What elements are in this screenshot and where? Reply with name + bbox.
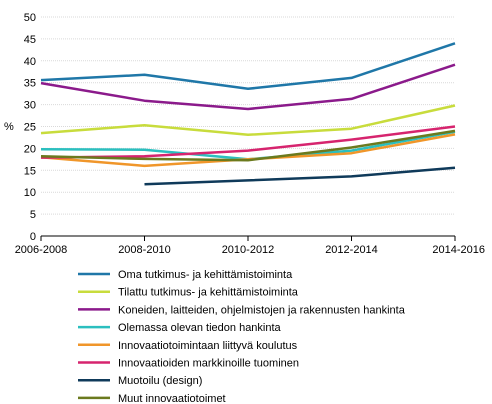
x-axis: 2006-2008 2008-2010 2010-2012 2012-2014 2014… bbox=[15, 235, 485, 256]
legend-item: Muotoilu (design) bbox=[78, 375, 202, 387]
series-line-6 bbox=[40, 125, 456, 159]
x-tick-label: 2006-2008 bbox=[15, 244, 68, 256]
y-tick-label: 35 bbox=[24, 78, 36, 90]
legend-label: Olemassa olevan tiedon hankinta bbox=[118, 322, 282, 334]
series-lines bbox=[40, 42, 456, 186]
legend-label: Koneiden, laitteiden, ohjelmistojen ja r… bbox=[118, 304, 406, 316]
legend-label: Innovaatiotoimintaan liittyvä koulutus bbox=[118, 340, 298, 352]
legend-label: Muut innovaatiotoimet bbox=[118, 393, 226, 404]
legend-item: Olemassa olevan tiedon hankinta bbox=[78, 322, 282, 334]
legend-label: Muotoilu (design) bbox=[118, 375, 202, 387]
gridlines bbox=[41, 16, 455, 215]
y-axis-label: % bbox=[4, 121, 14, 133]
y-tick-label: 45 bbox=[24, 34, 36, 46]
y-tick-label: 20 bbox=[24, 143, 36, 155]
y-tick-label: 0 bbox=[30, 231, 36, 243]
y-tick-labels: 0 5 10 15 20 25 30 35 40 45 50 bbox=[24, 12, 36, 243]
legend-item: Oma tutkimus- ja kehittämistoiminta bbox=[78, 269, 293, 281]
y-tick-label: 5 bbox=[30, 209, 36, 221]
series-line-7 bbox=[144, 166, 456, 186]
series-line-3 bbox=[40, 63, 456, 111]
series-line-2 bbox=[40, 104, 456, 137]
legend-label: Oma tutkimus- ja kehittämistoiminta bbox=[118, 269, 293, 281]
x-tick-label: 2008-2010 bbox=[118, 244, 171, 256]
x-tick-label: 2012-2014 bbox=[325, 244, 378, 256]
legend-item: Innovaatiotoimintaan liittyvä koulutus bbox=[78, 340, 298, 352]
y-tick-label: 10 bbox=[24, 187, 36, 199]
legend-item: Koneiden, laitteiden, ohjelmistojen ja r… bbox=[78, 304, 406, 316]
x-tick-label: 2014-2016 bbox=[432, 244, 485, 256]
legend-label: Tilattu tutkimus- ja kehittämistoiminta bbox=[118, 287, 299, 299]
y-tick-label: 40 bbox=[24, 56, 36, 68]
legend-item: Tilattu tutkimus- ja kehittämistoiminta bbox=[78, 287, 299, 299]
legend: Oma tutkimus- ja kehittämistoiminta Tilat… bbox=[78, 269, 406, 404]
legend-item: Innovaatioiden markkinoille tuominen bbox=[78, 358, 299, 370]
legend-item: Muut innovaatiotoimet bbox=[78, 393, 226, 404]
x-tick-label: 2010-2012 bbox=[222, 244, 275, 256]
y-tick-label: 15 bbox=[24, 165, 36, 177]
y-tick-label: 25 bbox=[24, 122, 36, 134]
y-tick-label: 50 bbox=[24, 12, 36, 24]
series-line-1 bbox=[40, 42, 456, 91]
legend-label: Innovaatioiden markkinoille tuominen bbox=[118, 358, 299, 370]
y-tick-label: 30 bbox=[24, 100, 36, 112]
series-line-8 bbox=[40, 129, 456, 162]
